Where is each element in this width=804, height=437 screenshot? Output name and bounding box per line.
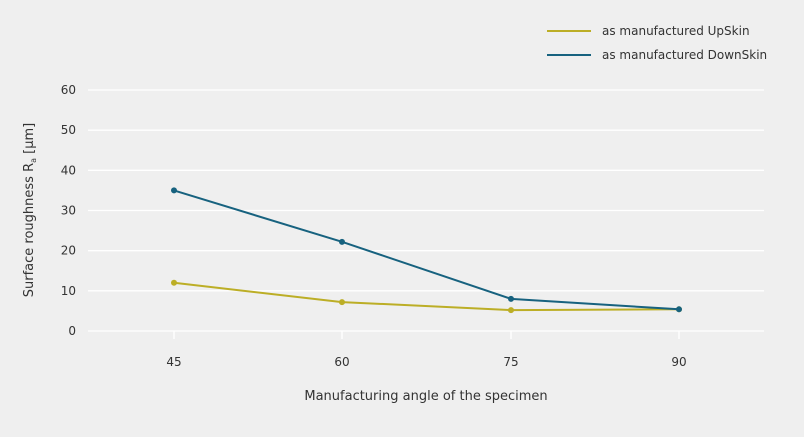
- data-point-0-75: [508, 307, 514, 314]
- data-point-1-75: [508, 295, 514, 302]
- y-tick-label-30: 30: [61, 204, 76, 218]
- series-lines: [171, 187, 682, 314]
- y-tick-label-60: 60: [61, 83, 76, 97]
- y-tick-label-10: 10: [61, 284, 76, 298]
- y-tick-label-50: 50: [61, 123, 76, 137]
- series-line-0: [173, 281, 680, 312]
- data-point-0-45: [171, 279, 177, 286]
- series-line-1: [173, 189, 680, 311]
- y-tick-labels: 0 10 20 30 40 50 60: [61, 83, 76, 338]
- x-tick-labels: 45 60 75 90: [166, 355, 686, 369]
- x-tick-label-45: 45: [166, 355, 181, 369]
- y-axis-label: Surface roughness Ra [µm]: [22, 123, 38, 297]
- grid-lines: [88, 89, 764, 339]
- x-tick-label-60: 60: [334, 355, 349, 369]
- x-tick-label-90: 90: [671, 355, 686, 369]
- data-point-1-90: [676, 306, 682, 313]
- data-point-1-60: [339, 238, 345, 245]
- x-axis-label: Manufacturing angle of the specimen: [304, 389, 547, 404]
- data-point-0-60: [339, 299, 345, 306]
- y-tick-label-40: 40: [61, 163, 76, 177]
- y-axis-label-subscript: a: [29, 158, 38, 163]
- x-tick-label-75: 75: [503, 355, 518, 369]
- y-axis-label-text: Surface roughness R: [22, 163, 37, 297]
- data-point-1-45: [171, 187, 177, 194]
- legend-label-0: as manufactured UpSkin: [602, 24, 750, 38]
- y-axis-label-unit: [µm]: [22, 123, 37, 158]
- y-tick-label-20: 20: [61, 244, 76, 258]
- legend: as manufactured UpSkin as manufactured Do…: [547, 24, 767, 62]
- y-tick-label-0: 0: [68, 324, 76, 338]
- legend-label-1: as manufactured DownSkin: [602, 48, 767, 62]
